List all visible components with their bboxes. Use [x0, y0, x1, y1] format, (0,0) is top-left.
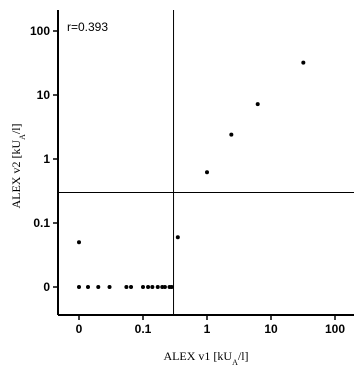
data-point [86, 285, 90, 289]
data-point [229, 132, 234, 137]
data-point [150, 285, 155, 289]
data-point [96, 285, 101, 289]
data-point [141, 285, 145, 289]
y-tick-label: 1 [43, 152, 50, 166]
y-tick-label: 100 [30, 24, 50, 38]
data-point [146, 285, 151, 289]
y-axis-title: ALEX v2 [kUA/l] [9, 123, 27, 208]
x-axis-title: ALEX v1 [kUA/l] [163, 349, 248, 367]
y-tick-label: 0.1 [33, 216, 50, 230]
data-point [162, 285, 167, 289]
y-tick-label: 10 [37, 88, 51, 102]
x-tick-label: 10 [264, 322, 278, 336]
correlation-annotation: r=0.393 [67, 20, 108, 34]
x-tick-label: 100 [325, 322, 345, 336]
data-point [175, 235, 180, 240]
y-axis-ticks: 0 0.1 1 10 100 [30, 24, 58, 294]
x-tick-label: 0 [76, 322, 83, 336]
y-tick-label: 0 [43, 280, 50, 294]
data-point [169, 285, 174, 289]
data-point [301, 60, 306, 65]
data-point [77, 285, 81, 289]
data-points [77, 60, 306, 289]
axes-frame [57, 10, 354, 316]
x-tick-label: 0.1 [135, 322, 152, 336]
data-point [107, 285, 112, 289]
data-point [155, 285, 160, 289]
data-point [77, 240, 81, 245]
reference-lines [58, 10, 354, 315]
x-tick-label: 1 [204, 322, 211, 336]
data-point [129, 285, 134, 289]
data-point [205, 170, 209, 175]
x-axis-ticks: 0 0.1 1 10 100 [76, 315, 345, 336]
data-point [255, 102, 260, 107]
data-point [124, 285, 129, 289]
